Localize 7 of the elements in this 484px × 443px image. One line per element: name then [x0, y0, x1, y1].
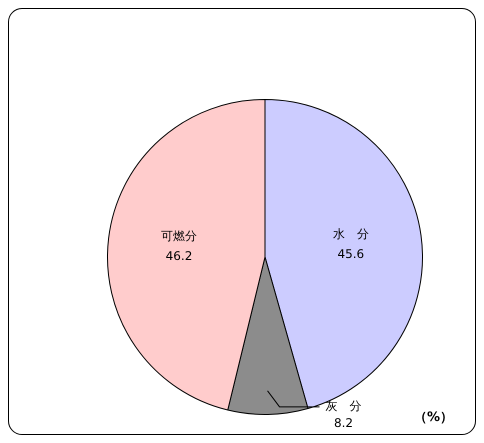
slice-label: 可燃分: [160, 228, 197, 243]
data-label: 8.2: [334, 416, 354, 430]
text: （%）: [414, 409, 453, 426]
data-label: 45.6: [337, 247, 364, 262]
slice-label: 水 分: [332, 227, 369, 242]
slice-label: 灰 分: [326, 398, 362, 413]
data-label: 46.2: [166, 248, 192, 263]
